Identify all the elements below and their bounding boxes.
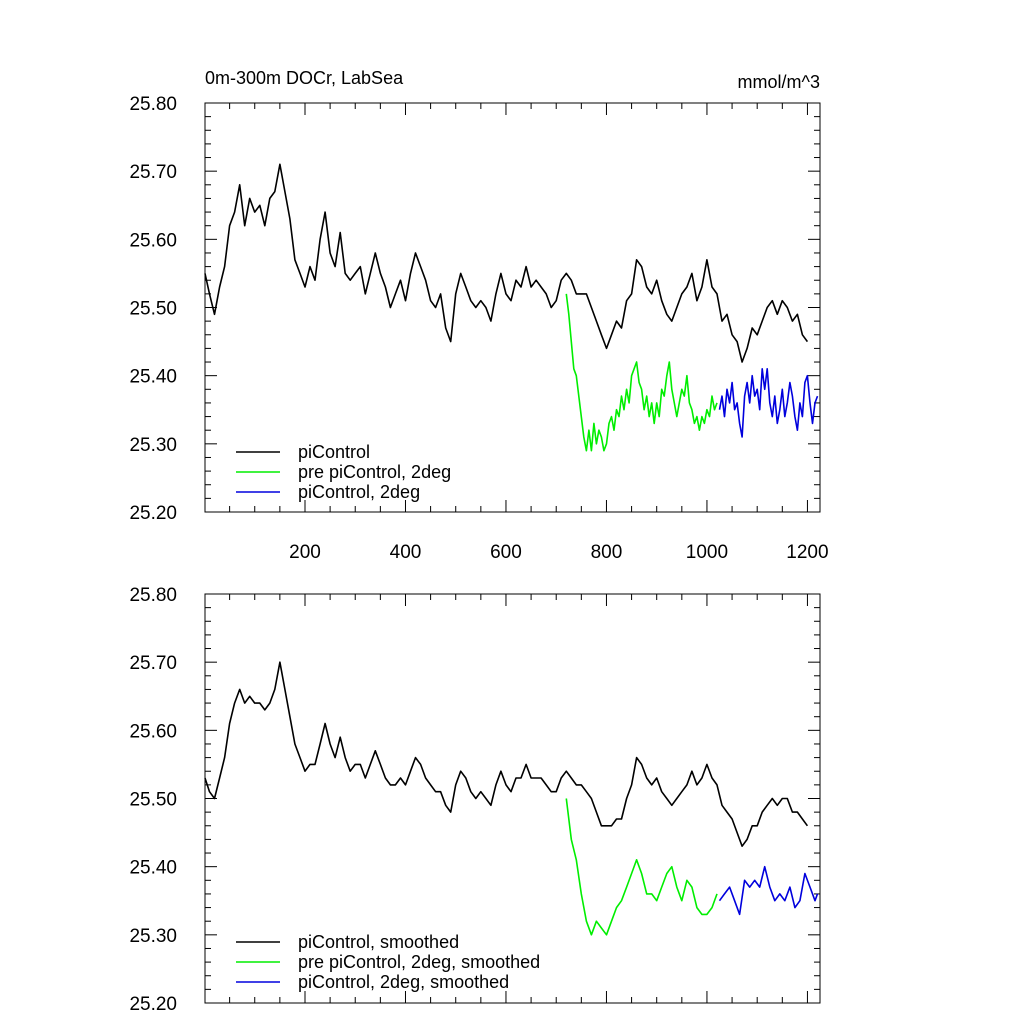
x-tick-label: 800 bbox=[591, 542, 623, 563]
y-tick-label: 25.50 bbox=[129, 790, 177, 811]
y-tick-label: 25.60 bbox=[129, 230, 177, 251]
series-line-1 bbox=[565, 293, 718, 452]
y-tick-label: 25.80 bbox=[129, 585, 177, 606]
y-tick-label: 25.70 bbox=[129, 162, 177, 183]
x-tick-label: 1200 bbox=[786, 542, 828, 563]
x-tick-label: 400 bbox=[390, 542, 422, 563]
series-line-1 bbox=[565, 798, 718, 936]
legend-label: piControl, 2deg, smoothed bbox=[298, 972, 509, 992]
legend-label: piControl bbox=[298, 442, 370, 462]
y-tick-label: 25.20 bbox=[129, 994, 177, 1015]
plot-title: 0m-300m DOCr, LabSea bbox=[205, 68, 404, 88]
y-tick-label: 25.20 bbox=[129, 503, 177, 524]
y-tick-label: 25.30 bbox=[129, 926, 177, 947]
y-tick-label: 25.60 bbox=[129, 721, 177, 742]
legend-label: piControl, smoothed bbox=[298, 932, 459, 952]
y-tick-label: 25.50 bbox=[129, 299, 177, 320]
top-panel: 25.20 25.30 25.40 25.50 25.60 25.70 25.80 200 40… bbox=[129, 94, 828, 563]
y-tick-label: 25.30 bbox=[129, 435, 177, 456]
units-label: mmol/m^3 bbox=[738, 72, 820, 92]
x-tick-label: 200 bbox=[289, 542, 321, 563]
y-tick-label: 25.40 bbox=[129, 367, 177, 388]
series-line-0 bbox=[204, 163, 809, 363]
legend-label: pre piControl, 2deg, smoothed bbox=[298, 952, 540, 972]
x-tick-label: 1000 bbox=[686, 542, 728, 563]
y-tick-label: 25.80 bbox=[129, 94, 177, 115]
bottom-panel: 25.20 25.30 25.40 25.50 25.60 25.70 25.80 piCon… bbox=[129, 585, 821, 1015]
y-tick-label: 25.70 bbox=[129, 653, 177, 674]
series-line-2 bbox=[718, 367, 819, 438]
x-tick-label: 600 bbox=[490, 542, 522, 563]
legend-label: pre piControl, 2deg bbox=[298, 462, 451, 482]
legend-label: piControl, 2deg bbox=[298, 482, 420, 502]
y-tick-label: 25.40 bbox=[129, 858, 177, 879]
series-line-2 bbox=[718, 865, 819, 916]
series-line-0 bbox=[204, 661, 809, 848]
